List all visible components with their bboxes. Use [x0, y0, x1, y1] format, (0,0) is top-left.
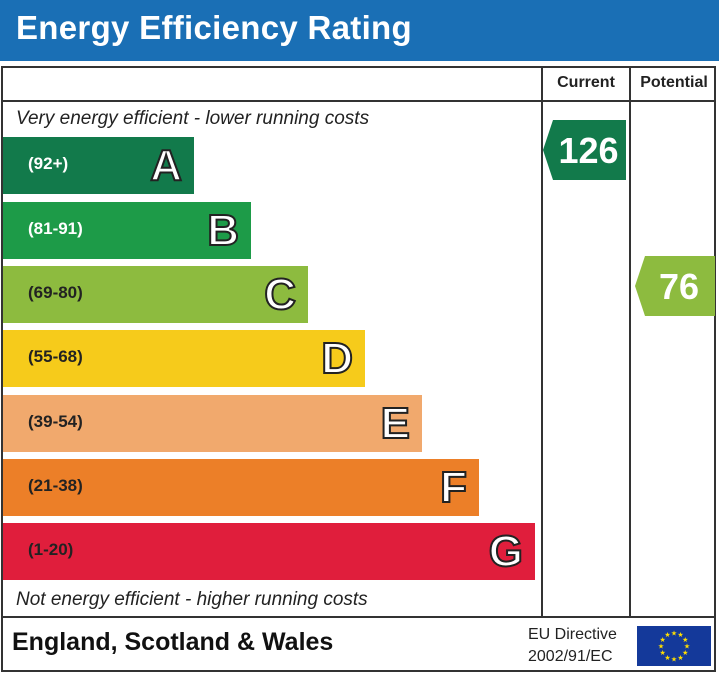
band-g: (1-20) G: [3, 523, 535, 580]
eu-directive-label: EU Directive: [528, 626, 617, 643]
band-f: (21-38) F: [3, 459, 479, 516]
svg-text:★: ★: [660, 649, 666, 657]
eu-stars-icon: ★ ★★★★★★★★★★★: [658, 630, 690, 664]
band-letter: C: [263, 269, 297, 320]
column-divider-potential: [629, 66, 631, 618]
svg-text:★: ★: [671, 630, 677, 638]
svg-text:★: ★: [658, 643, 664, 651]
band-range-label: (92+): [28, 154, 69, 173]
svg-text:★: ★: [677, 654, 683, 662]
svg-text:★: ★: [664, 654, 670, 662]
svg-text:★: ★: [682, 649, 688, 657]
column-header-current: Current: [557, 74, 615, 91]
potential-rating-value: 76: [658, 266, 700, 307]
footer-row-divider: [1, 616, 716, 618]
column-divider-current: [541, 66, 543, 618]
svg-text:★: ★: [660, 636, 666, 644]
note-inefficient: Not energy efficient - higher running co…: [16, 589, 368, 610]
band-letter: F: [439, 462, 468, 513]
potential-arrow-shape: [635, 256, 715, 316]
band-letter: B: [206, 205, 240, 256]
current-arrow-shape: [543, 120, 626, 180]
svg-text:★: ★: [671, 656, 677, 664]
band-c: (69-80) C: [3, 266, 308, 323]
band-d: (55-68) D: [3, 330, 365, 387]
header-row-divider: [1, 100, 716, 102]
band-range-label: (39-54): [28, 412, 83, 431]
band-letter: G: [488, 526, 524, 577]
svg-text:★: ★: [684, 643, 690, 651]
eu-flag-icon: ★ ★ ★ ★ ★ ★ ★ ★ ★ ★ ★ ★: [637, 626, 711, 666]
svg-text:★: ★: [682, 636, 688, 644]
current-rating-value: 126: [558, 130, 619, 171]
svg-text:★: ★: [664, 631, 670, 639]
band-letter: A: [149, 140, 183, 191]
eu-directive-number: 2002/91/EC: [528, 648, 613, 665]
band-range-label: (69-80): [28, 283, 83, 302]
svg-text:★: ★: [677, 631, 683, 639]
note-efficient: Very energy efficient - lower running co…: [16, 108, 370, 129]
band-b: (81-91) B: [3, 202, 251, 259]
band-range-label: (1-20): [28, 540, 74, 559]
band-range-label: (81-91): [28, 219, 83, 238]
current-rating-arrow: 126: [543, 120, 626, 180]
band-e: (39-54) E: [3, 395, 422, 452]
band-range-label: (55-68): [28, 347, 83, 366]
rating-table-frame: [1, 66, 716, 672]
band-letter: E: [380, 398, 411, 449]
header-bar: Energy Efficiency Rating: [0, 0, 719, 61]
region-label: England, Scotland & Wales: [12, 628, 334, 656]
band-range-label: (21-38): [28, 476, 83, 495]
band-a: (92+) A: [3, 137, 194, 194]
column-header-potential: Potential: [640, 74, 708, 91]
page-title: Energy Efficiency Rating: [16, 9, 412, 46]
potential-rating-arrow: 76: [635, 256, 715, 316]
band-letter: D: [320, 333, 354, 384]
